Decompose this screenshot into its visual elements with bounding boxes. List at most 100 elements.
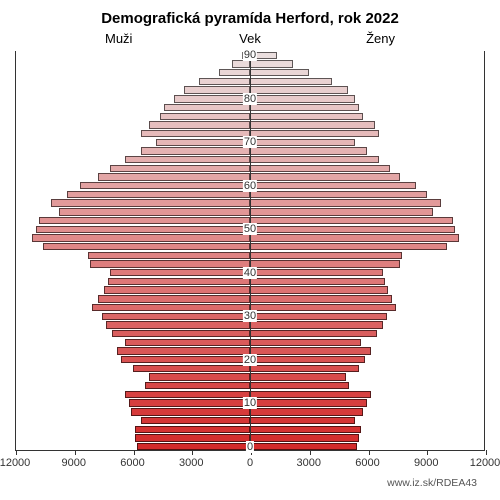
x-tick	[134, 450, 135, 455]
bar-male	[92, 304, 250, 311]
bar-female	[250, 217, 453, 224]
bar-female	[250, 86, 348, 93]
label-female: Ženy	[366, 31, 395, 46]
bar-male	[108, 278, 250, 285]
bar-female	[250, 243, 447, 250]
bar-female	[250, 234, 459, 241]
bar-male	[145, 382, 250, 389]
bar-female	[250, 147, 367, 154]
bar-female	[250, 199, 441, 206]
bar-female	[250, 113, 363, 120]
x-tick	[75, 450, 76, 455]
y-tick-label: 20	[243, 354, 257, 366]
bar-male	[135, 434, 250, 441]
bar-female	[250, 121, 375, 128]
x-tick-label: 0	[247, 457, 253, 469]
bar-male	[59, 208, 250, 215]
bar-female	[250, 443, 357, 450]
x-tick-label: 6000	[120, 457, 144, 469]
bar-female	[250, 382, 349, 389]
bar-female	[250, 252, 402, 259]
bar-male	[160, 113, 250, 120]
bar-male	[131, 408, 250, 415]
y-tick-label: 30	[243, 310, 257, 322]
bar-female	[250, 69, 309, 76]
label-male: Muži	[105, 31, 132, 46]
bar-male	[232, 60, 250, 67]
bar-male	[141, 147, 250, 154]
chart-area: 0102030405060708090	[15, 51, 485, 451]
bar-male	[102, 313, 250, 320]
bar-male	[98, 173, 250, 180]
bar-male	[32, 234, 250, 241]
bar-male	[110, 269, 250, 276]
x-tick-label: 9000	[62, 457, 86, 469]
bar-male	[137, 443, 250, 450]
bar-male	[125, 391, 250, 398]
bar-male	[43, 243, 250, 250]
header-labels: Muži Vek Ženy	[15, 31, 485, 49]
label-age: Vek	[239, 31, 261, 46]
bar-male	[121, 356, 250, 363]
x-tick-label: 3000	[297, 457, 321, 469]
y-tick-label: 70	[243, 136, 257, 148]
bar-female	[250, 417, 355, 424]
x-tick	[486, 450, 487, 455]
bar-male	[149, 373, 250, 380]
y-tick-label: 40	[243, 267, 257, 279]
bar-male	[106, 321, 250, 328]
bar-female	[250, 165, 390, 172]
bar-female	[250, 269, 383, 276]
bar-female	[250, 156, 379, 163]
bar-female	[250, 339, 361, 346]
bar-female	[250, 391, 371, 398]
y-tick-label: 60	[243, 180, 257, 192]
bar-male	[141, 417, 250, 424]
x-tick-label: 6000	[355, 457, 379, 469]
bar-male	[184, 86, 250, 93]
bar-male	[51, 199, 250, 206]
y-tick-label: 50	[243, 223, 257, 235]
bar-female	[250, 60, 293, 67]
bar-female	[250, 408, 363, 415]
x-tick	[16, 450, 17, 455]
bar-male	[174, 95, 250, 102]
x-tick	[427, 450, 428, 455]
bar-female	[250, 139, 355, 146]
bar-male	[156, 139, 250, 146]
bar-female	[250, 173, 400, 180]
bar-male	[39, 217, 250, 224]
bar-female	[250, 356, 365, 363]
bar-male	[67, 191, 250, 198]
bar-female	[250, 426, 361, 433]
bar-female	[250, 95, 355, 102]
bar-male	[149, 121, 250, 128]
bar-female	[250, 295, 392, 302]
x-tick-label: 12000	[470, 457, 500, 469]
bar-female	[250, 313, 387, 320]
bar-male	[98, 295, 250, 302]
bar-male	[117, 347, 250, 354]
x-tick	[369, 450, 370, 455]
x-axis: 12000900060003000030006000900012000	[15, 457, 485, 473]
bar-female	[250, 278, 385, 285]
bar-female	[250, 286, 388, 293]
source-link: www.iz.sk/RDEA43	[15, 477, 485, 489]
bar-female	[250, 330, 377, 337]
bar-male	[110, 165, 250, 172]
bar-female	[250, 226, 455, 233]
bar-male	[104, 286, 250, 293]
bar-male	[80, 182, 250, 189]
center-axis	[250, 51, 251, 450]
bar-female	[250, 321, 383, 328]
bar-male	[90, 260, 250, 267]
bar-male	[125, 339, 250, 346]
x-tick-label: 3000	[179, 457, 203, 469]
bar-female	[250, 191, 427, 198]
bar-male	[36, 226, 251, 233]
bar-female	[250, 104, 359, 111]
bar-female	[250, 260, 400, 267]
bar-male	[135, 426, 250, 433]
bar-male	[199, 78, 250, 85]
bar-female	[250, 399, 367, 406]
